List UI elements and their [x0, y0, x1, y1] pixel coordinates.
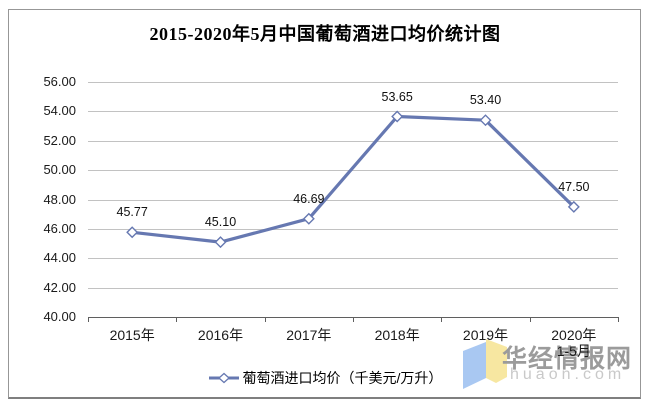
line-series	[126, 110, 580, 249]
x-axis-tick	[618, 317, 619, 322]
y-axis-tick-label: 56.00	[43, 74, 76, 89]
x-axis-tick	[176, 317, 178, 322]
gridline	[88, 287, 618, 289]
data-point-label: 45.10	[204, 215, 237, 230]
chart-title: 2015-2020年5月中国葡萄酒进口均价统计图	[149, 24, 501, 44]
data-point-label: 53.65	[381, 89, 413, 104]
data-point-marker	[479, 114, 492, 127]
data-point-marker	[126, 226, 139, 239]
y-axis-tick-label: 50.00	[43, 162, 76, 178]
y-axis-tick-label: 52.00	[43, 132, 76, 148]
x-axis-tick	[264, 317, 266, 322]
data-point-label: 53.40	[469, 93, 502, 108]
y-axis-tick-label: 54.00	[43, 103, 76, 119]
x-axis-tick	[529, 317, 531, 322]
x-axis-tick	[353, 317, 354, 322]
legend-line-marker-icon	[208, 372, 239, 384]
x-axis-tick-label: 2015年	[109, 327, 155, 343]
data-point-marker	[567, 200, 580, 213]
data-point-marker	[214, 236, 227, 249]
x-axis-tick-label: 2020年 1-5月	[551, 327, 597, 359]
watermark-logo-icon	[463, 339, 507, 389]
data-point-label: 47.50	[558, 179, 590, 194]
x-axis-tick-label: 2016年	[197, 327, 244, 343]
series-line	[130, 114, 576, 244]
y-axis-tick-label: 48.00	[43, 191, 76, 207]
gridline	[88, 140, 618, 142]
y-axis-tick-label: 46.00	[43, 220, 76, 236]
x-axis-tick	[88, 317, 89, 322]
x-axis-tick	[441, 317, 443, 322]
gridline	[88, 258, 618, 260]
gridline	[88, 228, 618, 230]
legend: 葡萄酒进口均价（千美元/万升）	[0, 368, 650, 388]
y-axis-tick-label: 40.00	[43, 309, 76, 324]
watermark-name: 华经情报网	[502, 345, 633, 373]
x-axis-tick-label: 2018年	[374, 327, 420, 343]
y-axis-tick-label: 44.00	[43, 250, 76, 266]
gridline	[88, 199, 618, 201]
data-point-label: 45.77	[116, 205, 148, 220]
data-point-marker	[302, 212, 315, 225]
x-axis-tick-label: 2017年	[286, 327, 332, 343]
watermark-domain: huaon.com	[510, 366, 626, 383]
data-point-label: 46.69	[293, 191, 325, 206]
gridline	[88, 82, 618, 83]
chart-border-frame	[8, 9, 641, 399]
y-axis-tick-label: 42.00	[43, 279, 76, 295]
legend-label: 葡萄酒进口均价（千美元/万升）	[242, 370, 443, 386]
x-axis-tick-label: 2019年	[462, 327, 509, 343]
gridline	[88, 111, 618, 113]
data-point-marker	[391, 110, 404, 123]
gridline	[88, 170, 618, 172]
